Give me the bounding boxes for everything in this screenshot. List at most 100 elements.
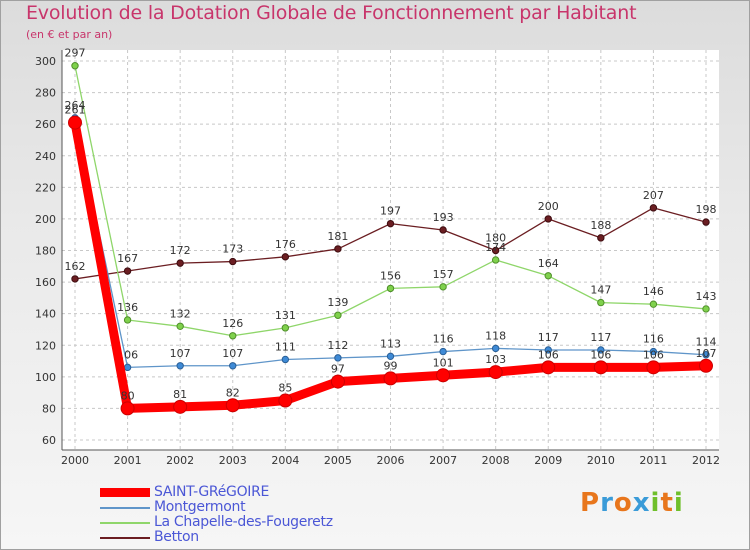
legend-swatch (100, 537, 150, 539)
data-point (702, 305, 710, 313)
data-point (229, 257, 237, 266)
data-label: 106 (590, 348, 611, 361)
x-tick-label: 2004 (271, 454, 299, 467)
data-label: 297 (65, 47, 86, 60)
y-tick-label: 160 (35, 276, 56, 289)
legend-label: La Chapelle-des-Fougeretz (154, 514, 333, 530)
data-label: 103 (485, 353, 506, 366)
data-point (334, 245, 342, 253)
data-label: 107 (222, 347, 243, 360)
data-label: 261 (65, 104, 86, 117)
data-label: 172 (170, 244, 191, 257)
data-label: 117 (590, 331, 611, 344)
data-label: 107 (170, 347, 191, 360)
data-label: 207 (643, 189, 664, 202)
data-label: 146 (643, 285, 664, 298)
data-label: 112 (327, 339, 348, 352)
data-label: 157 (433, 268, 454, 281)
data-point (334, 354, 342, 362)
data-label: 156 (380, 269, 401, 282)
logo-letter: o (613, 488, 633, 518)
data-point (120, 401, 135, 416)
data-point (649, 204, 658, 212)
x-tick-label: 2001 (114, 454, 142, 467)
data-point (597, 298, 605, 307)
data-label: 111 (275, 340, 296, 353)
data-point (386, 219, 395, 228)
data-point (597, 234, 605, 242)
data-label: 147 (590, 284, 611, 297)
data-label: 80 (121, 389, 135, 402)
x-tick-label: 2005 (324, 454, 352, 467)
data-point (544, 215, 552, 223)
data-label: 200 (538, 200, 559, 213)
data-point (173, 399, 188, 414)
data-point (281, 324, 290, 332)
x-tick-label: 2007 (429, 454, 457, 467)
x-tick-label: 2010 (587, 454, 615, 467)
logo-letter: t (660, 488, 674, 518)
data-point (176, 322, 184, 330)
data-label: 176 (275, 238, 296, 251)
x-tick-label: 2002 (166, 454, 194, 467)
data-point (439, 283, 447, 291)
data-point (649, 300, 658, 308)
data-label: 118 (485, 329, 506, 342)
y-tick-label: 220 (35, 181, 56, 194)
data-label: 198 (696, 203, 717, 216)
data-point (386, 284, 395, 293)
data-point (386, 352, 395, 361)
data-label: 85 (278, 382, 292, 395)
data-label: 167 (117, 252, 138, 265)
legend-label: Betton (154, 529, 199, 545)
logo-letter: P (580, 488, 601, 518)
data-point (68, 115, 82, 130)
data-point (281, 253, 290, 261)
data-label: 264 (65, 99, 86, 112)
data-point (491, 344, 500, 353)
y-tick-label: 140 (35, 308, 56, 321)
data-point (229, 362, 237, 370)
data-point (281, 355, 290, 364)
data-point (71, 275, 79, 283)
legend-label: Montgermont (154, 499, 246, 515)
data-point (439, 226, 447, 234)
data-label: 81 (173, 388, 187, 401)
y-tick-label: 120 (35, 339, 56, 352)
data-label: 173 (222, 243, 243, 256)
x-tick-label: 2006 (377, 454, 405, 467)
data-label: 181 (327, 230, 348, 243)
chart-title: Evolution de la Dotation Globale de Fonc… (26, 2, 637, 24)
data-label: 193 (433, 211, 454, 224)
proxiti-logo: Proxiti (580, 488, 684, 518)
data-label: 117 (538, 331, 559, 344)
data-point (229, 332, 237, 340)
y-tick-label: 260 (35, 118, 56, 131)
data-point (646, 360, 661, 375)
y-tick-label: 180 (35, 245, 56, 258)
logo-letter: r (600, 488, 614, 518)
data-point (123, 316, 132, 324)
data-point (439, 347, 447, 356)
data-point (330, 374, 345, 389)
x-tick-label: 2003 (219, 454, 247, 467)
legend-swatch (100, 522, 150, 524)
x-tick-label: 2009 (534, 454, 562, 467)
data-point (123, 363, 132, 372)
data-label: 174 (485, 241, 506, 254)
legend-swatch (100, 488, 150, 497)
y-tick-label: 60 (42, 434, 56, 447)
data-point (702, 351, 710, 359)
x-tick-label: 2012 (692, 454, 720, 467)
legend-label: SAINT-GRéGOIRE (154, 484, 270, 500)
data-label: 188 (590, 219, 611, 232)
data-label: 116 (433, 333, 454, 346)
y-tick-label: 240 (35, 150, 56, 163)
data-point (702, 218, 710, 226)
legend-swatch (100, 507, 150, 509)
data-point (383, 371, 398, 386)
y-tick-label: 80 (42, 402, 56, 415)
logo-letter: i (650, 488, 661, 518)
data-label: 116 (643, 333, 664, 346)
data-label: 106 (643, 348, 664, 361)
